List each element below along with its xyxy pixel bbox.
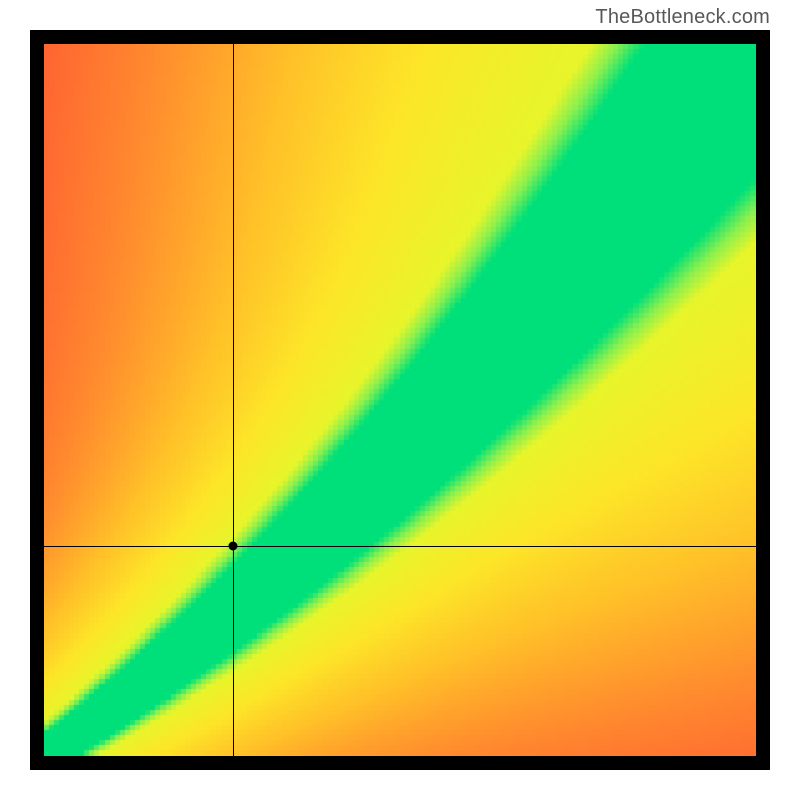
crosshair-horizontal xyxy=(44,546,756,547)
crosshair-vertical xyxy=(233,44,234,756)
heatmap-plot xyxy=(44,44,756,756)
heatmap-canvas xyxy=(44,44,756,756)
watermark-text: TheBottleneck.com xyxy=(595,6,770,29)
data-point-marker xyxy=(229,541,238,550)
chart-frame xyxy=(30,30,770,770)
